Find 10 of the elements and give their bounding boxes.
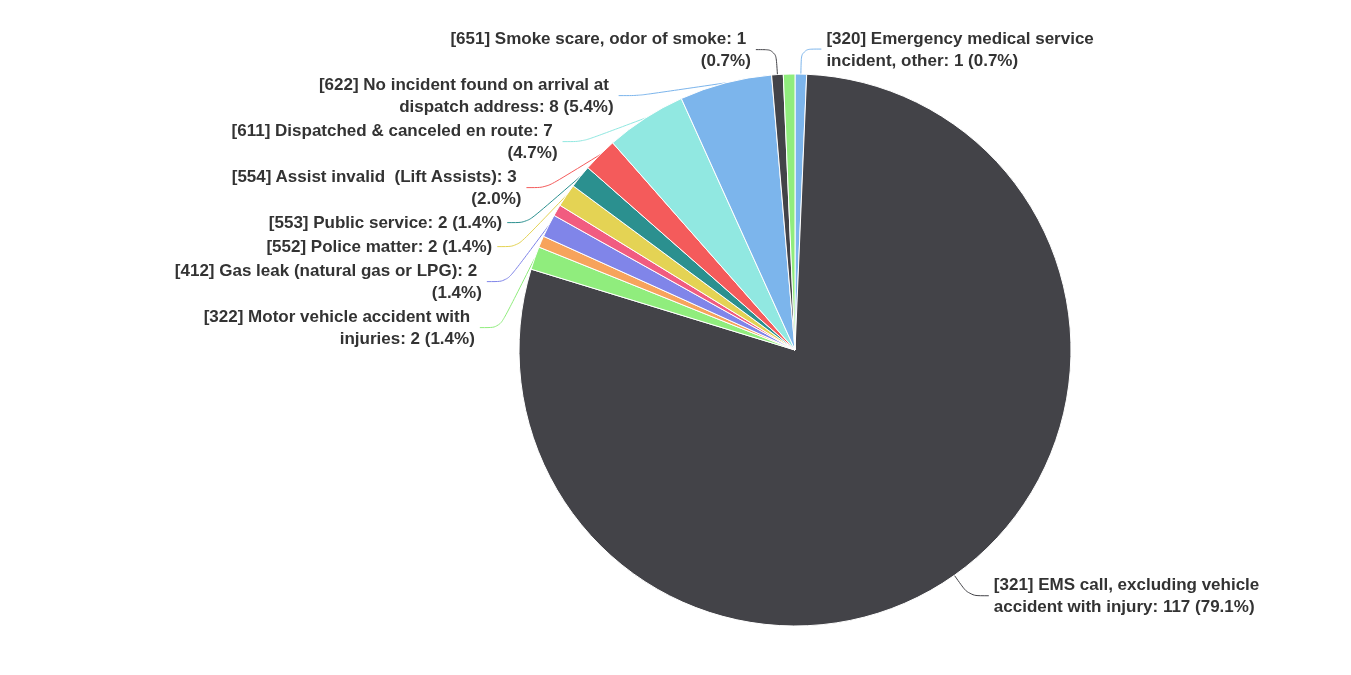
slice-label: [611] Dispatched & canceled en route: 7 (4.7%) [231,121,558,163]
slice-label: [651] Smoke scare, odor of smoke: 1 (0.7%) [450,29,751,71]
slice-label: [321] EMS call, excluding vehicle accident with injury: 117 (79.1%) [993,575,1265,617]
slice-label: [322] Motor vehicle accident with injuries: 2 (1.4%) [203,307,475,349]
slice-label: [320] Emergency medical service incident, other: 1 (0.7%) [826,28,1099,70]
slice-label: [412] Gas leak (natural gas or LPG): 2 (1.4%) [174,261,482,303]
slice-label: [552] Police matter: 2 (1.4%) [266,237,493,257]
slice-label: [554] Assist invalid (Lift Assists): 3 (2.0%) [231,167,522,209]
slice-label: [553] Public service: 2 (1.4%) [268,213,503,233]
slice-label: [622] No incident found on arrival at dispatch address: 8 (5.4%) [318,75,614,117]
